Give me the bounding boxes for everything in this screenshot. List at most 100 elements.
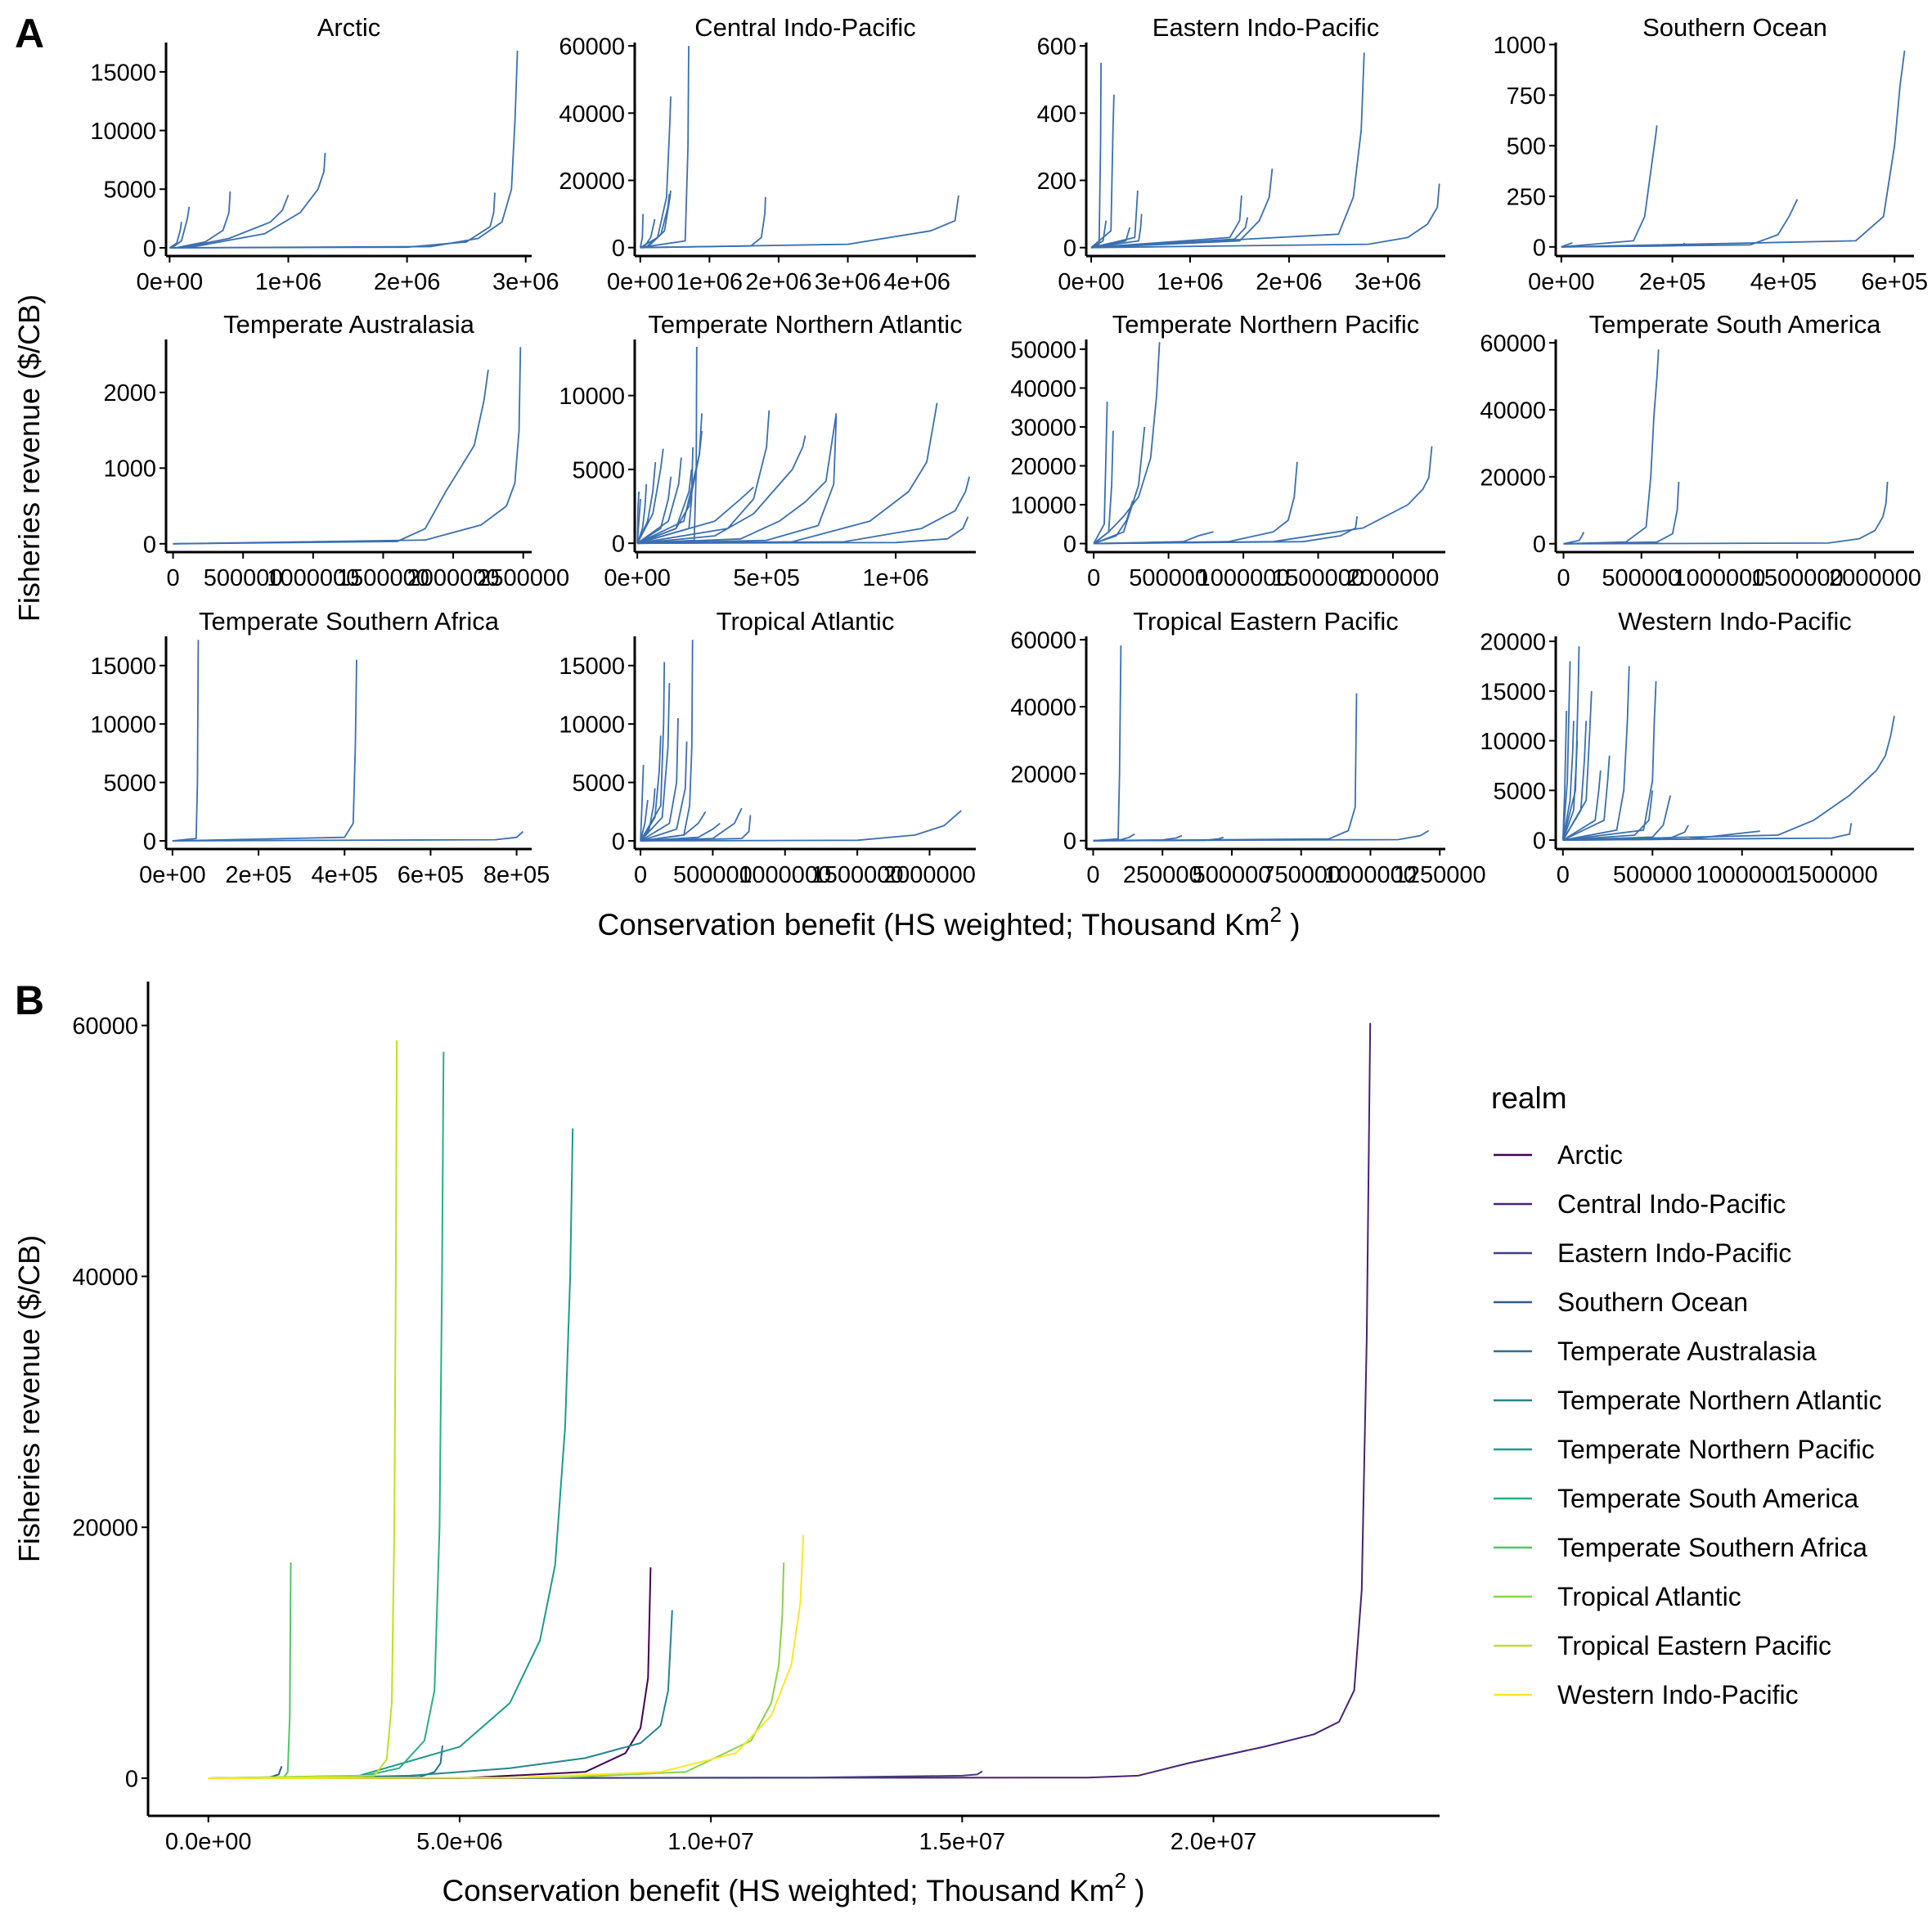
y-tick-label: 15000 [90,654,156,680]
series-line [640,640,694,842]
legend-label: Temperate Northern Atlantic [1557,1386,1882,1415]
series-line [637,416,838,545]
series-line [636,413,703,545]
series-line-temperate-northern-pacific [208,1128,574,1779]
series-line [175,191,231,249]
y-tick-label: 40000 [1010,376,1076,402]
series-line [640,195,959,249]
x-tick-label: 4e+06 [883,269,950,295]
series-line-temperate-southern-africa [208,1562,292,1779]
series-line [640,662,666,842]
x-tick-label: 500000 [1129,565,1208,591]
y-tick-label: 0 [1533,235,1546,261]
panel-title: Temperate South America [1589,310,1881,339]
series-line [1093,342,1161,545]
x-tick-label: 1250000 [1394,862,1486,888]
x-tick-label: 500000 [1602,565,1681,591]
x-tick-label: 1e+06 [255,269,321,295]
series-line [1562,716,1895,841]
y-tick-label: 0 [1533,829,1546,855]
series-line [636,486,754,545]
series-line [1563,532,1585,545]
x-tick-label: 1000000 [267,565,359,591]
y-tick-label: 5000 [1493,779,1546,805]
y-tick-label: 500 [1507,134,1546,160]
panel-eastern-indo-pacific: Eastern Indo-Pacific 0 200 400 600 0e+00 1e+06… [1037,13,1445,295]
y-tick-label: 20000 [72,1516,138,1542]
x-tick-label: 1000000 [1696,862,1788,888]
x-tick-label: 0 [1086,862,1099,888]
x-tick-label: 1000000 [1674,565,1766,591]
panel-title: Tropical Atlantic [717,607,895,636]
x-tick-label: 0e+00 [1528,269,1594,295]
series-line [172,659,357,842]
x-tick-label: 0e+00 [1058,269,1124,295]
series-line [640,815,752,842]
panel-southern-ocean: Southern Ocean 0 250 500 750 1000 0e+00 2e+05 4e… [1493,13,1927,295]
y-tick-label: 400 [1037,101,1076,128]
panel-temperate-south-america: Temperate South America 0 20000 40000 60000 0… [1480,310,1921,591]
legend-label: Tropical Eastern Pacific [1557,1631,1831,1660]
y-tick-label: 10000 [559,384,625,410]
y-tick-label: 0 [125,1766,138,1792]
y-tick-label: 750 [1507,83,1546,110]
x-tick-label: 1000000 [1197,565,1290,591]
x-tick-label: 1500000 [1786,862,1878,888]
y-tick-label: 0 [143,829,156,855]
series-line [186,152,326,249]
legend-label: Temperate Southern Africa [1557,1533,1867,1562]
x-tick-label: 1500000 [1272,565,1364,591]
series-line [640,46,690,249]
series-line [1562,823,1853,841]
x-tick-label: 1500000 [811,862,904,888]
x-tick-label: 3e+06 [1355,269,1421,295]
y-tick-label: 40000 [1010,694,1076,721]
panel-title: Arctic [317,13,381,42]
series-line [168,222,182,249]
x-tick-label: 2e+06 [374,269,440,295]
series-line [640,735,662,842]
series-line [640,683,671,842]
legend-item-tropical-eastern-pacific: Tropical Eastern Pacific [1494,1631,1831,1660]
series-line [1090,62,1102,249]
x-tick-label: 8e+05 [483,862,550,888]
y-tick-label: 15000 [559,654,625,680]
panel-title: Temperate Northern Pacific [1112,310,1420,339]
series-line-arctic [208,1567,652,1779]
series-line [1090,213,1143,249]
y-tick-label: 10000 [1010,492,1076,519]
panel-western-indo-pacific: Western Indo-Pacific 0 5000 10000 15000 20000… [1480,607,1914,888]
y-tick-label: 15000 [1480,679,1546,705]
realm-legend: realm Arctic Central Indo-Pacific Eastern … [1491,1081,1882,1710]
series-line [1561,199,1799,248]
series-line [1561,661,1571,841]
panel-arctic: Arctic 0 5000 10000 15000 0e+00 1e+06 2e+06 3e+0… [90,13,559,295]
y-tick-label: 10000 [90,119,156,145]
y-tick-label: 15000 [90,60,156,86]
panel-a-y-axis-label: Fisheries revenue ($/CB) [12,294,46,622]
y-tick-label: 20000 [1010,454,1076,480]
x-tick-label: 2000000 [1829,565,1921,591]
series-line [637,346,698,545]
panel-title: Temperate Northern Atlantic [648,310,962,339]
series-line [1562,690,1593,841]
x-tick-label: 500000 [673,862,753,888]
x-tick-label: 500000 [1613,862,1692,888]
y-tick-label: 0 [143,236,156,262]
series-line [640,717,679,842]
x-tick-label: 0 [1087,565,1100,591]
series-line [1093,402,1108,544]
legend-item-temperate-southern-africa: Temperate Southern Africa [1494,1533,1867,1562]
x-tick-label: 1500000 [1751,565,1844,591]
y-tick-label: 0 [612,532,625,558]
panel-temperate-australasia: Temperate Australasia 0 1000 2000 0 500000100… [103,310,569,591]
x-tick-label: 2e+05 [1639,269,1705,295]
y-tick-label: 60000 [1010,628,1076,654]
y-tick-label: 20000 [1480,630,1546,656]
x-tick-label: 6e+05 [398,862,464,888]
series-line [1562,666,1630,841]
x-tick-label: 0e+00 [607,269,673,295]
series-line [1090,220,1108,249]
legend-item-western-indo-pacific: Western Indo-Pacific [1494,1680,1799,1710]
series-line-central-indo-pacific [208,1022,1372,1779]
